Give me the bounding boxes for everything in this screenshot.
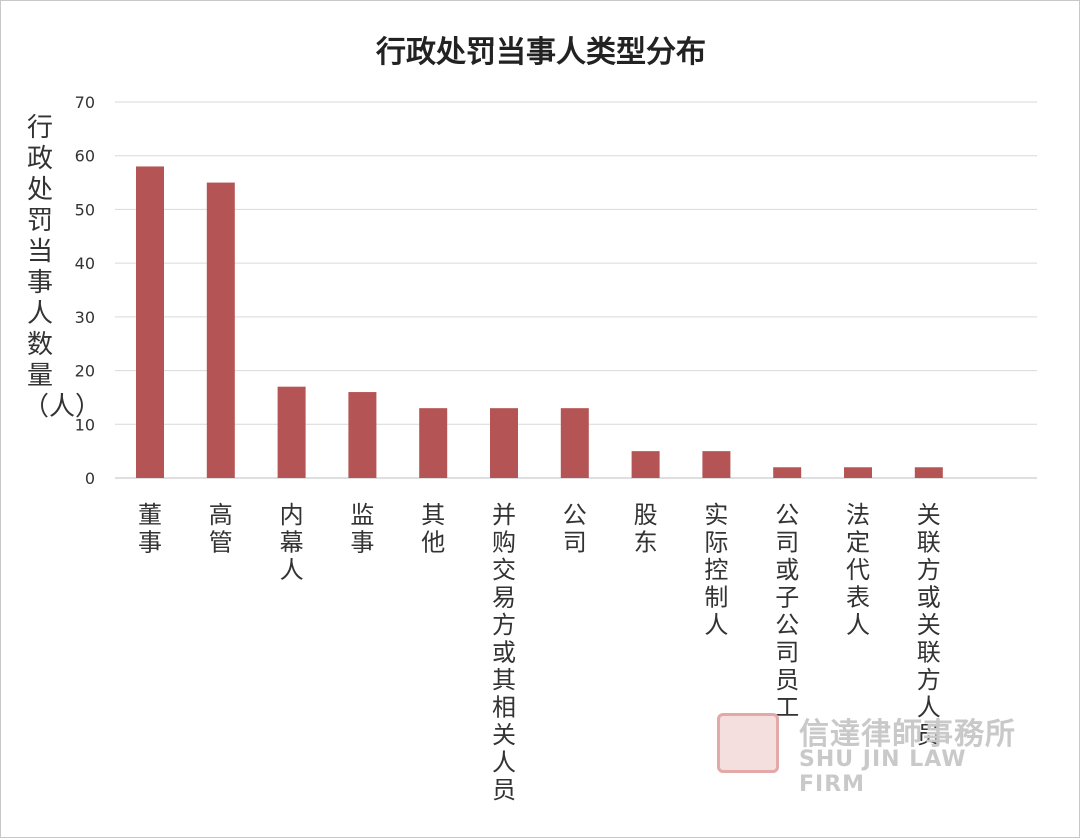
watermark: 信達律師事務所 SHU JIN LAW FIRM (717, 709, 1037, 797)
bar (631, 451, 660, 478)
bar (136, 166, 164, 478)
y-tick-label: 10 (75, 415, 95, 434)
y-tick-label: 20 (75, 362, 95, 381)
seal-icon (717, 713, 779, 773)
y-tick-label: 50 (75, 200, 95, 219)
y-axis-label: 行政处罚当事人数量（人） (23, 113, 102, 422)
x-tick-label: 内幕人 (280, 501, 304, 584)
x-tick-label: 公司或子公司员工 (775, 501, 799, 722)
bar (560, 408, 589, 478)
x-tick-label: 董事 (138, 501, 162, 557)
bar (206, 182, 235, 479)
watermark-en: SHU JIN LAW FIRM (799, 747, 967, 797)
y-tick-label: 40 (75, 254, 95, 273)
bar (490, 408, 518, 478)
y-tick-label: 30 (75, 308, 95, 327)
bar (702, 451, 731, 478)
x-tick-label: 并购交易方或其相关人员 (492, 501, 516, 804)
x-tick-label: 高管 (209, 501, 233, 557)
y-tick-label: 70 (75, 93, 95, 112)
bar (277, 386, 306, 478)
x-tick-label: 监事 (350, 501, 374, 557)
y-tick-label: 0 (85, 469, 95, 488)
x-tick-label: 实际控制人 (704, 501, 728, 639)
chart-title: 行政处罚当事人类型分布 (376, 35, 706, 70)
x-tick-label: 法定代表人 (846, 501, 870, 639)
x-tick-label: 其他 (421, 501, 445, 557)
watermark-cn: 信達律師事務所 (799, 717, 1016, 752)
y-tick-labels: 0 10 20 30 40 50 60 70 (75, 93, 95, 488)
y-tick-label: 60 (75, 147, 95, 166)
bar (914, 467, 943, 478)
bar (348, 392, 377, 478)
x-tick-label: 股东 (634, 501, 658, 557)
x-tick-label: 公司 (563, 501, 587, 557)
bar (773, 467, 802, 478)
bars (136, 166, 943, 479)
x-tick-label: 关联方或关联方人员 (917, 501, 941, 749)
bar (844, 467, 872, 478)
bar (419, 408, 448, 478)
